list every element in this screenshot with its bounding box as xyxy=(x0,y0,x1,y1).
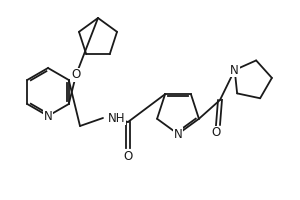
Text: N: N xyxy=(230,64,239,76)
Text: O: O xyxy=(123,150,133,162)
Text: O: O xyxy=(212,127,220,140)
Text: N: N xyxy=(174,128,182,140)
Text: N: N xyxy=(44,110,52,122)
Text: O: O xyxy=(71,68,81,82)
Text: NH: NH xyxy=(108,112,125,124)
